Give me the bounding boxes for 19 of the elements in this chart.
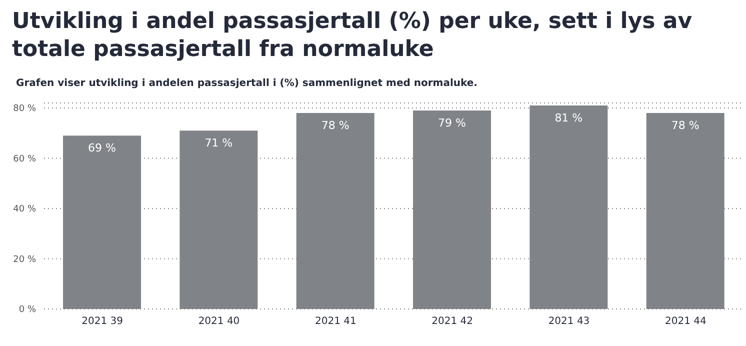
x-tick-label: 2021 41 xyxy=(314,316,356,328)
y-tick-label: 40 % xyxy=(13,204,36,215)
data-label: 78 % xyxy=(671,118,700,132)
chart-subtitle: Grafen viser utvikling i andelen passasjertall i (%) sammenlignet med normaluke. xyxy=(15,78,478,89)
data-label: 71 % xyxy=(204,136,233,150)
data-label: 81 % xyxy=(554,111,583,124)
y-tick-label: 0 % xyxy=(18,305,36,316)
data-label: 69 % xyxy=(88,141,116,154)
y-tick-label: 80 % xyxy=(13,104,36,114)
y-tick-label: 60 % xyxy=(13,154,36,164)
x-tick-label: 2021 42 xyxy=(432,316,474,328)
x-tick-label: 2021 40 xyxy=(198,316,240,328)
chart-title: Utvikling i andel passasjertall (%) per uke, sett i lys av totale passasjertall fra normaluke xyxy=(11,8,694,64)
data-label: 78 % xyxy=(321,118,350,132)
x-tick-label: 2021 43 xyxy=(548,316,590,328)
y-tick-label: 20 % xyxy=(13,254,36,265)
x-tick-label: 2021 39 xyxy=(82,316,124,328)
x-tick-label: 2021 44 xyxy=(664,316,706,328)
data-label: 79 % xyxy=(438,116,466,130)
